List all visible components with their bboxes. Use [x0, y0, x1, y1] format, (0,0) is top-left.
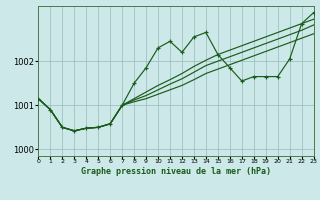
X-axis label: Graphe pression niveau de la mer (hPa): Graphe pression niveau de la mer (hPa) [81, 167, 271, 176]
